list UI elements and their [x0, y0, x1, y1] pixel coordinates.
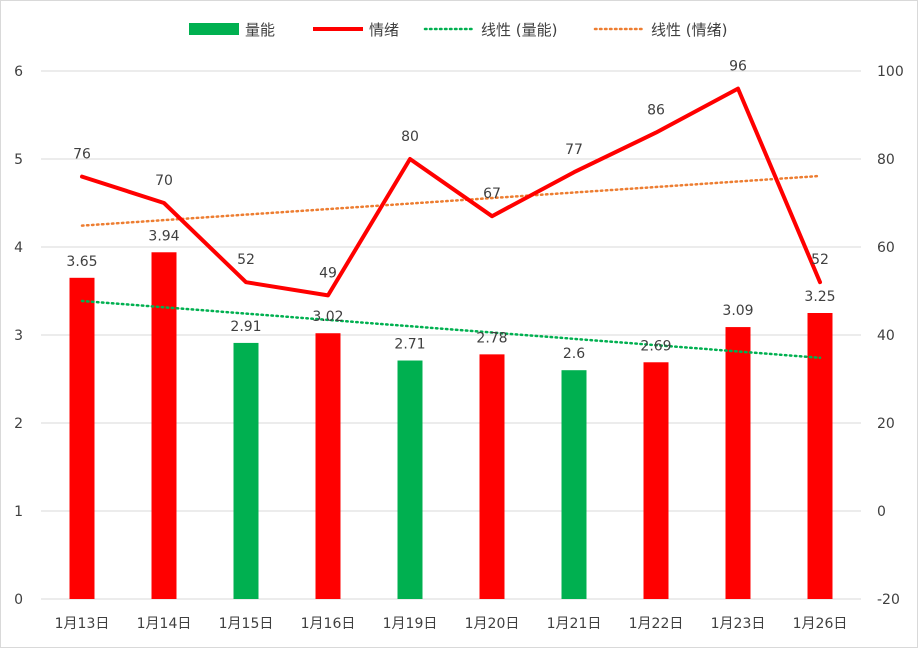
sentiment-line: [80, 86, 822, 298]
bar-4: [315, 333, 341, 599]
y-left-tick-label: 5: [14, 152, 23, 168]
y-right-tick-label: -20: [877, 592, 900, 608]
x-tick-label: 1月21日: [547, 616, 602, 632]
y-right-tick-label: 0: [877, 504, 886, 520]
bar-6: [479, 354, 505, 599]
line-data-label: 86: [647, 103, 665, 119]
line-data-label: 80: [401, 129, 419, 145]
legend-label: 情绪: [369, 21, 399, 39]
bar-data-label: 2.6: [563, 346, 585, 362]
x-tick-label: 1月19日: [383, 616, 438, 632]
bar-data-label: 2.78: [476, 330, 507, 346]
x-tick-label: 1月26日: [793, 616, 848, 632]
trendline-volume: [80, 299, 822, 360]
y-left-tick-label: 2: [14, 416, 23, 432]
x-tick-label: 1月14日: [137, 616, 192, 632]
y-right-tick-label: 80: [877, 152, 895, 168]
bar-7: [561, 370, 587, 599]
bar-data-label: 3.09: [722, 303, 753, 319]
line-data-label: 76: [73, 147, 91, 163]
line-data-label: 70: [155, 173, 173, 189]
y-left-tick-label: 3: [14, 328, 23, 344]
y-left-tick-label: 1: [14, 504, 23, 520]
bar-data-label: 3.65: [66, 254, 97, 270]
bar-data-label: 2.69: [640, 338, 671, 354]
x-tick-label: 1月20日: [465, 616, 520, 632]
y-right-tick-label: 20: [877, 416, 895, 432]
y-right-tick-label: 100: [877, 64, 904, 80]
bar-1: [69, 277, 95, 599]
line-data-label: 52: [811, 252, 829, 268]
line-data-label: 77: [565, 142, 583, 158]
bar-data-label: 3.25: [804, 289, 835, 305]
line-data-label: 52: [237, 252, 255, 268]
x-tick-label: 1月23日: [711, 616, 766, 632]
line-data-label: 96: [729, 59, 747, 75]
bar-8: [643, 362, 669, 599]
bar-10: [807, 313, 833, 599]
legend-swatch-volume: [189, 23, 239, 35]
y-left-tick-label: 4: [14, 240, 23, 256]
bar-3: [233, 342, 259, 599]
x-tick-label: 1月22日: [629, 616, 684, 632]
line-data-label: 67: [483, 186, 501, 202]
legend-label: 线性 (量能): [481, 21, 557, 39]
legend-label: 线性 (情绪): [651, 21, 727, 39]
x-tick-label: 1月13日: [55, 616, 110, 632]
bar-data-label: 2.91: [230, 319, 261, 335]
x-tick-label: 1月15日: [219, 616, 274, 632]
line-data-label: 49: [319, 265, 337, 281]
bar-2: [151, 252, 177, 599]
y-left-tick-label: 0: [14, 592, 23, 608]
bar-data-label: 2.71: [394, 337, 425, 353]
y-right-tick-label: 40: [877, 328, 895, 344]
trendline-sentiment: [80, 174, 822, 227]
y-right-tick-label: 60: [877, 240, 895, 256]
legend-label: 量能: [245, 21, 275, 39]
bar-9: [725, 327, 751, 599]
x-tick-label: 1月16日: [301, 616, 356, 632]
bar-5: [397, 360, 423, 599]
bar-data-label: 3.94: [148, 228, 179, 244]
y-left-tick-label: 6: [14, 64, 23, 80]
bar-data-label: 3.02: [312, 309, 343, 325]
